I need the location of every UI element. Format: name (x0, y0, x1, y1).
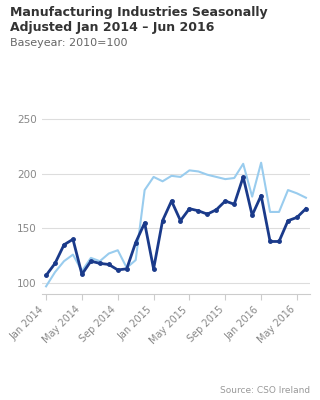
Legend: Production, Turnover: Production, Turnover (70, 397, 282, 400)
Text: Baseyear: 2010=100: Baseyear: 2010=100 (10, 38, 127, 48)
Text: Adjusted Jan 2014 – Jun 2016: Adjusted Jan 2014 – Jun 2016 (10, 21, 214, 34)
Text: Source: CSO Ireland: Source: CSO Ireland (220, 386, 310, 395)
Text: Manufacturing Industries Seasonally: Manufacturing Industries Seasonally (10, 6, 267, 19)
